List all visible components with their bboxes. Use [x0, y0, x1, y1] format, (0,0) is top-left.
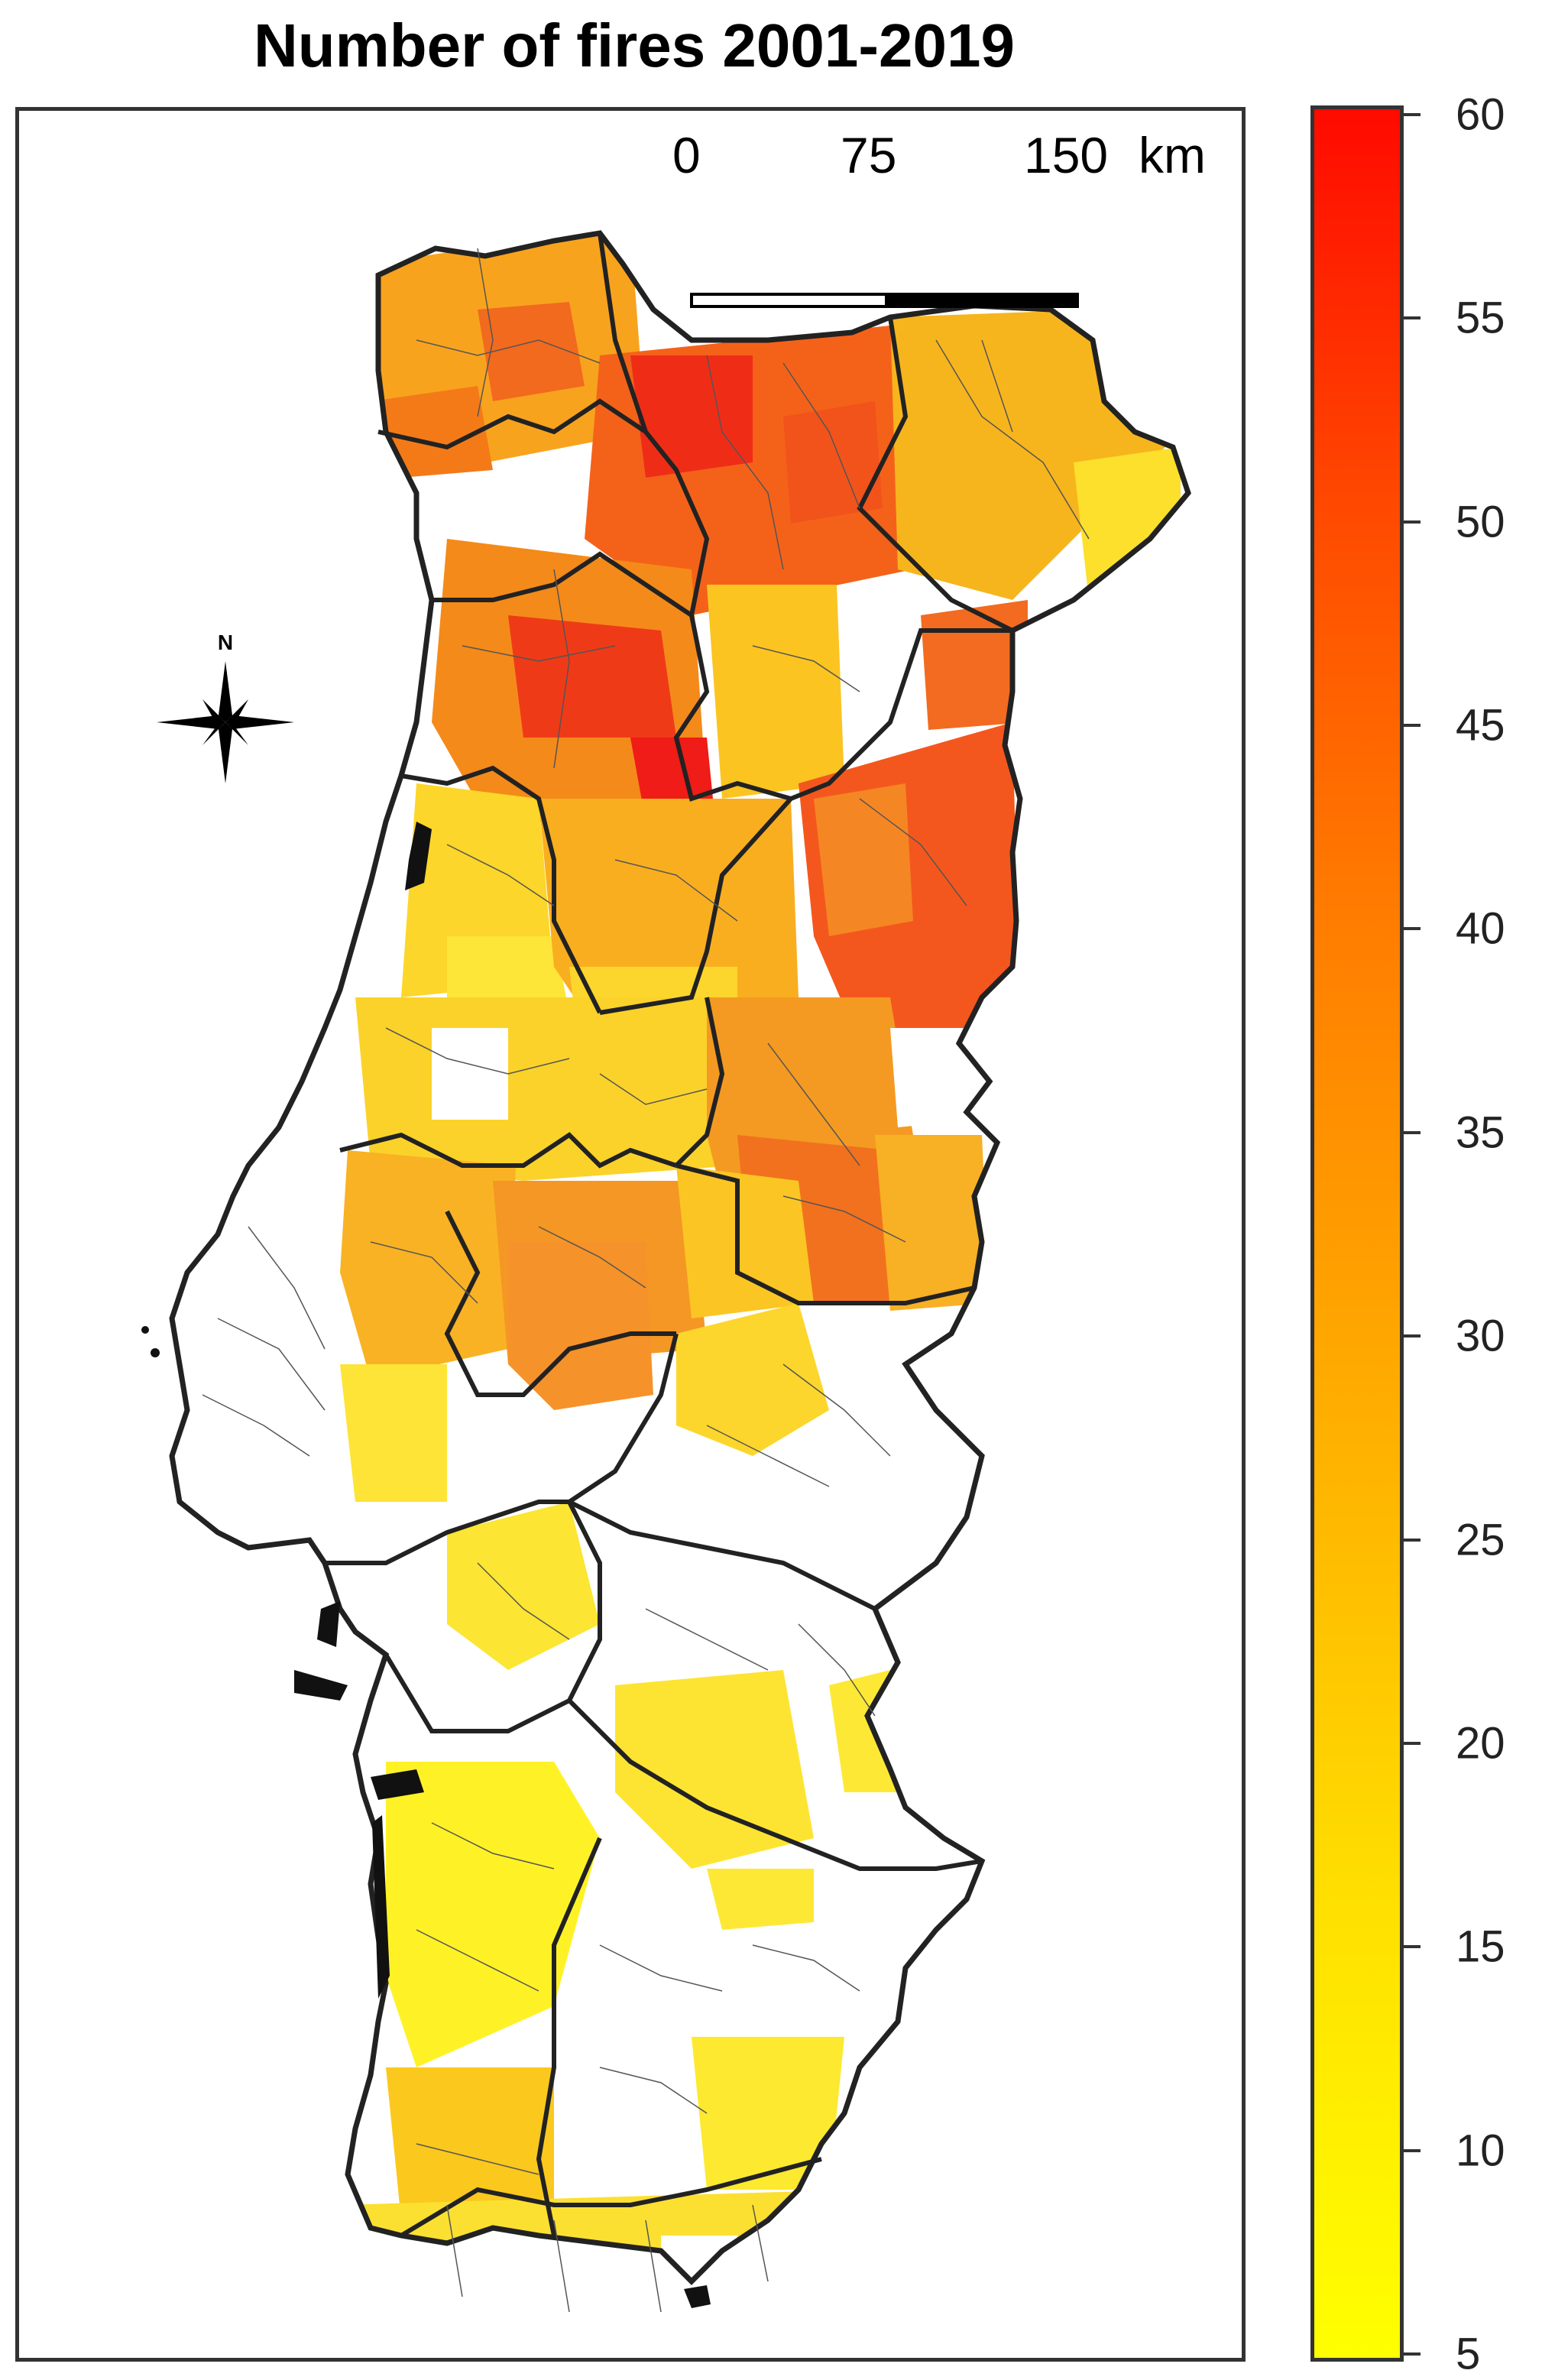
colorbar-tick-label: 20 — [1456, 1718, 1505, 1769]
portugal-map: N — [141, 230, 1191, 2313]
colorbar-tick-mark — [1404, 927, 1421, 931]
map-frame: N — [15, 107, 1246, 2362]
colorbar-tick-label: 55 — [1456, 293, 1505, 343]
colorbar-tick-label: 5 — [1456, 2329, 1481, 2379]
colorbar-tick-mark — [1404, 113, 1421, 116]
colorbar-tick-mark — [1404, 520, 1421, 524]
colorbar-tick-label: 60 — [1456, 89, 1505, 140]
colorbar-gradient — [1314, 109, 1400, 2358]
colorbar-tick-label: 40 — [1456, 903, 1505, 954]
colorbar-tick-label: 50 — [1456, 497, 1505, 547]
scale-label-0: 0 — [672, 127, 701, 183]
colorbar-tick-mark — [1404, 1538, 1421, 1542]
colorbar — [1310, 105, 1404, 2362]
island-marker — [141, 1326, 149, 1334]
scale-label-150: 150 — [1024, 127, 1109, 183]
island-marker — [151, 1348, 160, 1357]
country-outline — [169, 230, 1191, 2285]
colorbar-tick-mark — [1404, 1945, 1421, 1949]
colorbar-tick-mark — [1404, 1130, 1421, 1134]
north-label: N — [218, 631, 233, 654]
colorbar-tick-mark — [1404, 1741, 1421, 1745]
colorbar-tick-label: 10 — [1456, 2125, 1505, 2176]
map-title: Number of fires 2001-2019 — [253, 11, 1015, 79]
scale-label-75: 75 — [841, 127, 897, 183]
colorbar-tick-label: 35 — [1456, 1107, 1505, 1158]
colorbar-tick-mark — [1404, 1334, 1421, 1338]
scale-bar — [690, 293, 1079, 308]
colorbar-tick-mark — [1404, 724, 1421, 728]
water-features — [294, 822, 711, 2308]
compass-star-icon — [157, 661, 294, 783]
colorbar-tick-mark — [1404, 316, 1421, 320]
colorbar-tick-label: 15 — [1456, 1921, 1505, 1972]
colorbar-tick-label: 25 — [1456, 1515, 1505, 1565]
colorbar-tick-label: 30 — [1456, 1311, 1505, 1361]
scale-unit: km — [1139, 127, 1206, 183]
municipality-boundaries — [202, 248, 1090, 2313]
colorbar-tick-label: 45 — [1456, 700, 1505, 751]
colorbar-tick-mark — [1404, 2148, 1421, 2152]
district-boundaries — [325, 232, 1014, 2238]
colorbar-tick-mark — [1404, 2352, 1421, 2356]
municipality-fills — [172, 233, 1188, 2281]
